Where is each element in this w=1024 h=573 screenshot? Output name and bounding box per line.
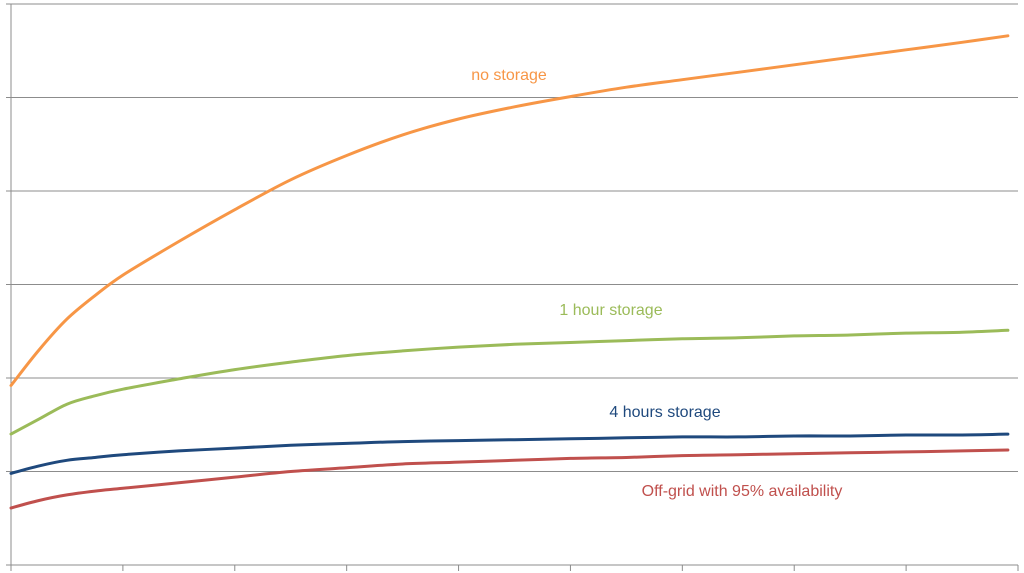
label-1-hour-storage: 1 hour storage (559, 302, 662, 319)
series-line-no-storage (9, 34, 1010, 387)
label-no-storage: no storage (471, 67, 547, 84)
label-4-hours-storage: 4 hours storage (609, 404, 720, 421)
series-lines (9, 34, 1010, 510)
axes (6, 3, 1019, 571)
series-line-1-hour-storage (9, 328, 1010, 436)
series-line-4-hours-storage (9, 432, 1010, 475)
label-off-grid: Off-grid with 95% availability (642, 483, 843, 500)
series-line-off-grid-with-95-availability (9, 448, 1010, 510)
